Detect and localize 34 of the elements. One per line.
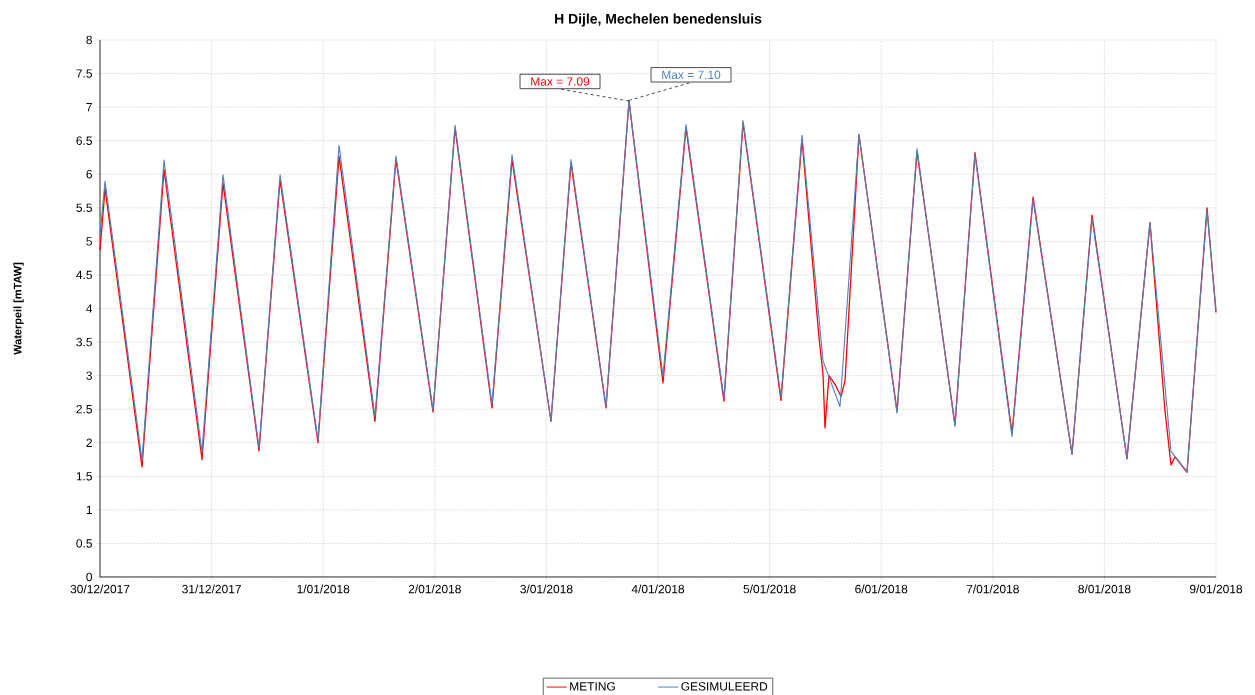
y-tick-label: 8: [86, 35, 92, 45]
annotation: Max = 7.09: [531, 77, 590, 86]
chart-title: H Dijle, Mechelen benedensluis: [555, 13, 762, 27]
y-tick-label: 7: [86, 103, 92, 112]
x-tick-label: 7/01/2018: [966, 584, 1019, 594]
x-tick-label: 1/01/2018: [297, 584, 350, 594]
y-tick-label: 1: [86, 505, 92, 514]
x-tick-label: 30/12/2017: [70, 584, 130, 594]
x-tick-label: 5/01/2018: [743, 584, 796, 594]
y-tick-label: 6.5: [76, 136, 92, 145]
legend-label: METING: [570, 682, 615, 691]
x-tick-label: 31/12/2017: [182, 584, 241, 594]
y-tick-label: 2: [86, 438, 92, 447]
y-tick-label: 0.5: [76, 539, 92, 548]
y-tick-label: 4: [86, 304, 93, 313]
y-tick-label: 7.5: [76, 69, 92, 78]
y-tick-label: 4.5: [76, 270, 92, 280]
x-tick-label: 8/01/2018: [1078, 584, 1131, 594]
x-tick-label: 3/01/2018: [520, 584, 573, 594]
x-tick-label: 6/01/2018: [855, 584, 908, 594]
y-tick-label: 2.5: [76, 404, 92, 414]
y-tick-label: 3.5: [76, 337, 92, 347]
y-tick-label: 5.5: [76, 203, 92, 212]
y-tick-label: 6: [86, 170, 92, 179]
y-axis-title: Waterpeil [mTAW]: [13, 262, 24, 355]
annotation: Max = 7.10: [662, 70, 721, 80]
y-tick-label: 5: [86, 237, 92, 246]
x-tick-label: 2/01/2018: [408, 584, 461, 594]
x-tick-label: 4/01/2018: [631, 584, 685, 594]
legend-label: GESIMULEERD: [681, 682, 768, 691]
y-tick-label: 3: [86, 371, 92, 380]
y-tick-label: 1.5: [76, 472, 92, 481]
y-tick-label: 0: [86, 572, 93, 582]
x-tick-label: 9/01/2018: [1189, 584, 1243, 594]
